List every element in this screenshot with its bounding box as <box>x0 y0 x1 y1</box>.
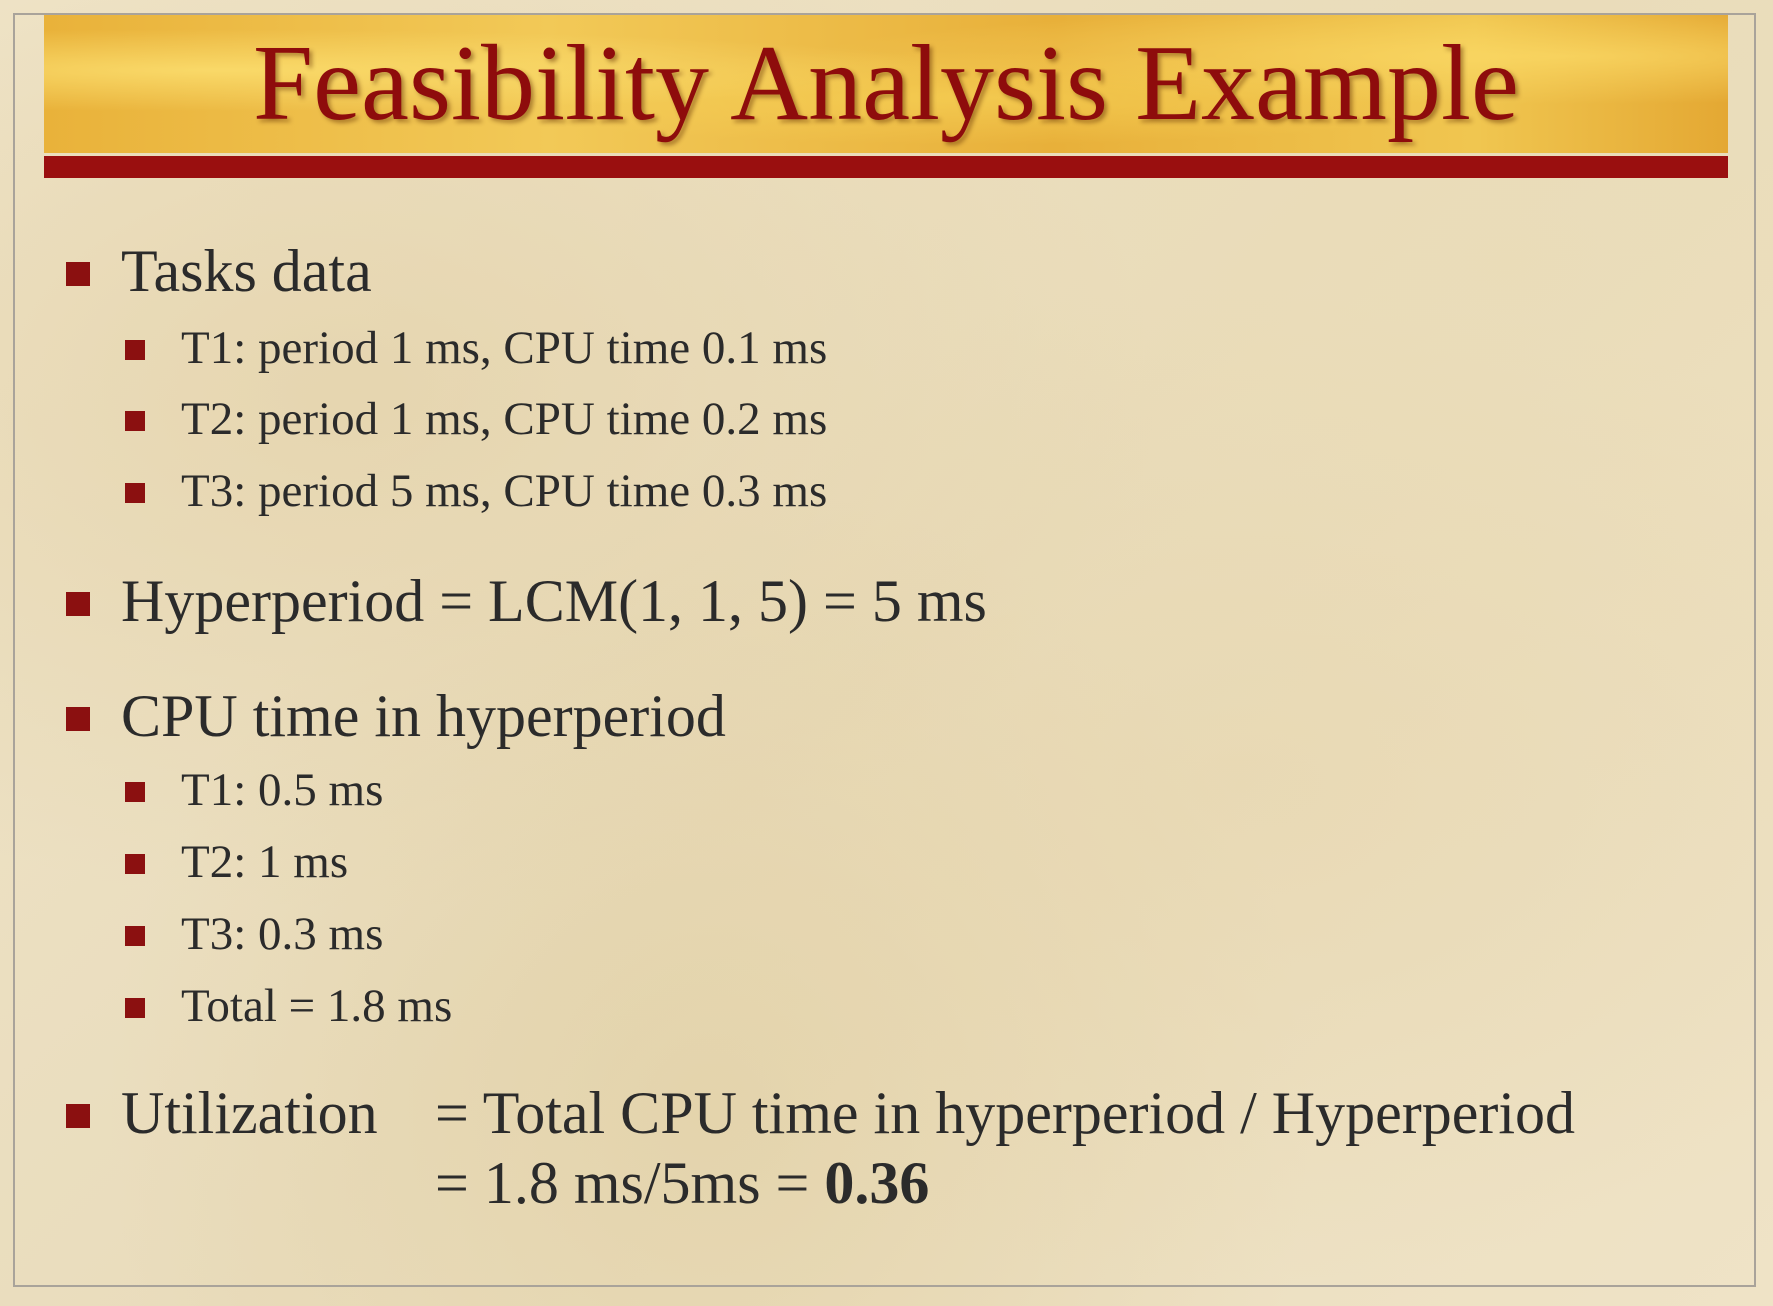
bullet-square-icon <box>66 262 90 286</box>
task-item-2: T2: period 1 ms, CPU time 0.2 ms <box>181 393 828 445</box>
task-item-1: T1: period 1 ms, CPU time 0.1 ms <box>181 322 828 374</box>
bullet-tasks-heading: Tasks data <box>121 238 372 304</box>
utilization-result: 0.36 <box>824 1150 930 1216</box>
bullet-square-icon <box>66 592 90 616</box>
title-band <box>44 15 1728 153</box>
slide-frame <box>13 13 1756 1287</box>
utilization-formula-line2: = 1.8 ms/5ms = 0.36 <box>435 1148 929 1218</box>
cpu-time-item-2: T2: 1 ms <box>181 836 349 888</box>
bullet-cpu-time-heading: CPU time in hyperperiod <box>121 683 726 749</box>
bullet-square-icon <box>125 411 145 431</box>
cpu-time-total: Total = 1.8 ms <box>181 980 453 1032</box>
bullet-square-icon <box>66 1104 90 1128</box>
bullet-square-icon <box>125 483 145 503</box>
utilization-label: Utilization <box>121 1080 378 1146</box>
bullet-square-icon <box>66 707 90 731</box>
bullet-square-icon <box>125 340 145 360</box>
bullet-square-icon <box>125 782 145 802</box>
utilization-formula-line1: = Total CPU time in hyperperiod / Hyperp… <box>435 1080 1575 1146</box>
cpu-time-item-3: T3: 0.3 ms <box>181 908 384 960</box>
cpu-time-item-1: T1: 0.5 ms <box>181 764 384 816</box>
bullet-square-icon <box>125 998 145 1018</box>
utilization-formula-prefix: = 1.8 ms/5ms = <box>435 1150 825 1216</box>
bullet-square-icon <box>125 926 145 946</box>
bullet-hyperperiod: Hyperperiod = LCM(1, 1, 5) = 5 ms <box>121 568 987 634</box>
task-item-3: T3: period 5 ms, CPU time 0.3 ms <box>181 465 828 517</box>
slide-title: Feasibility Analysis Example <box>253 24 1519 143</box>
bullet-square-icon <box>125 854 145 874</box>
title-underline-bar <box>44 156 1728 178</box>
